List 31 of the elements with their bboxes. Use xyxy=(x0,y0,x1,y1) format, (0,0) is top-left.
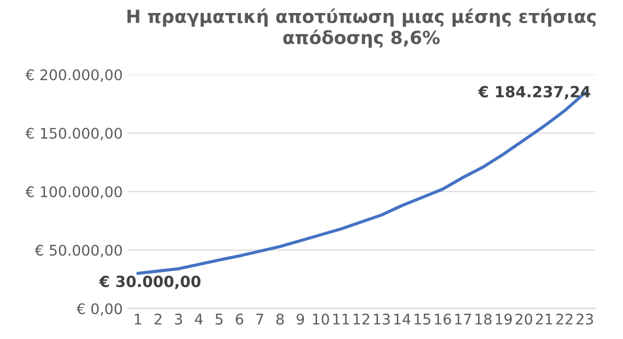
x-tick-label: 8 xyxy=(276,314,284,325)
y-tick-label: € 100.000,00 xyxy=(25,186,122,199)
y-tick-label: € 150.000,00 xyxy=(25,128,122,140)
x-tick-label: 21 xyxy=(536,314,552,324)
y-tick-label: € 50.000,00 xyxy=(34,244,122,258)
x-tick-label: 4 xyxy=(194,314,203,324)
x-tick-label: 17 xyxy=(455,314,471,324)
x-tick-label: 7 xyxy=(256,314,264,324)
x-tick-label: 1 xyxy=(134,314,142,324)
x-tick-label: 22 xyxy=(556,314,572,324)
x-tick-label: 3 xyxy=(174,314,182,325)
x-tick-label: 23 xyxy=(576,314,593,325)
x-tick-label: 12 xyxy=(354,314,370,324)
x-tick-label: 18 xyxy=(476,314,492,325)
x-tick-label: 19 xyxy=(496,314,512,325)
x-tick-label: 20 xyxy=(516,314,532,325)
y-tick-label: € 200.000,00 xyxy=(25,69,122,82)
chart-title: Η πραγματική αποτύπωση μιας μέσης ετήσιας απόδοσης 8,6% xyxy=(127,8,596,48)
x-tick-label: 14 xyxy=(394,314,410,324)
x-tick-label: 5 xyxy=(216,314,222,325)
x-tick-label: 15 xyxy=(414,314,430,325)
x-tick-label: 16 xyxy=(434,314,451,325)
x-tick-label: 10 xyxy=(313,314,330,325)
data-label: € 30.000,00 xyxy=(98,276,201,290)
x-tick-label: 6 xyxy=(236,314,244,325)
x-tick-label: 11 xyxy=(333,314,349,324)
y-tick-label: € 0,00 xyxy=(76,303,122,316)
x-tick-label: 9 xyxy=(296,314,304,325)
x-tick-label: 2 xyxy=(154,314,162,324)
data-label: € 184.237,24 xyxy=(478,86,590,100)
x-tick-label: 13 xyxy=(374,314,390,325)
